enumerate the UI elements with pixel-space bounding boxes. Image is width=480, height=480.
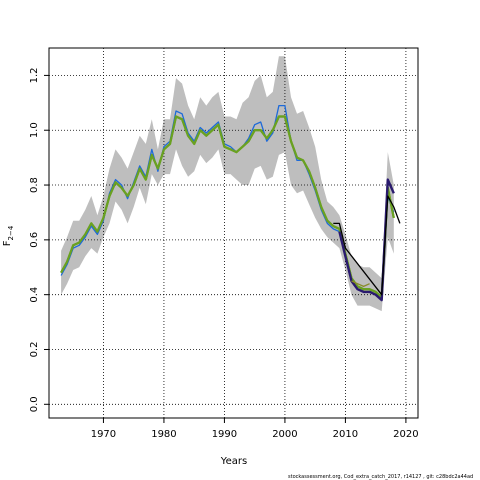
x-tick-label: 1980 (151, 429, 176, 440)
y-axis-title-main: F (2, 240, 13, 246)
x-tick-label: 2010 (333, 429, 358, 440)
y-tick-label: 0.6 (29, 232, 40, 248)
y-axis: 0.0 0.2 0.4 0.6 0.8 1.0 1.2 (29, 67, 49, 412)
series-line-green-top (60, 115, 395, 299)
plot-area (49, 48, 418, 418)
series-lines (60, 104, 401, 302)
y-tick-label: 0.0 (29, 396, 40, 412)
y-tick-label: 0.8 (29, 177, 40, 193)
confidence-band (61, 56, 394, 312)
x-axis-title: Years (220, 456, 247, 467)
y-tick-label: 1.2 (29, 67, 40, 83)
plot-frame (48, 47, 419, 419)
y-tick-label: 1.0 (29, 122, 40, 138)
y-tick-label: 0.2 (29, 342, 40, 358)
footer-credit: stockassessment.org, Cod_extra_catch_201… (288, 474, 474, 480)
series-line-olive (351, 280, 370, 288)
y-axis-title-subscript: 2−4 (7, 225, 15, 240)
x-tick-label: 1990 (212, 429, 237, 440)
y-axis-title: F2−4 (2, 225, 15, 246)
series-line-black (333, 195, 401, 296)
x-tick-label: 1970 (91, 429, 116, 440)
y-tick-label: 0.4 (29, 287, 40, 303)
x-tick-label: 2000 (272, 429, 297, 440)
x-axis: 1970 1980 1990 2000 2010 2020 (91, 418, 419, 440)
series-line-blue (60, 104, 395, 301)
x-tick-label: 2020 (393, 429, 418, 440)
